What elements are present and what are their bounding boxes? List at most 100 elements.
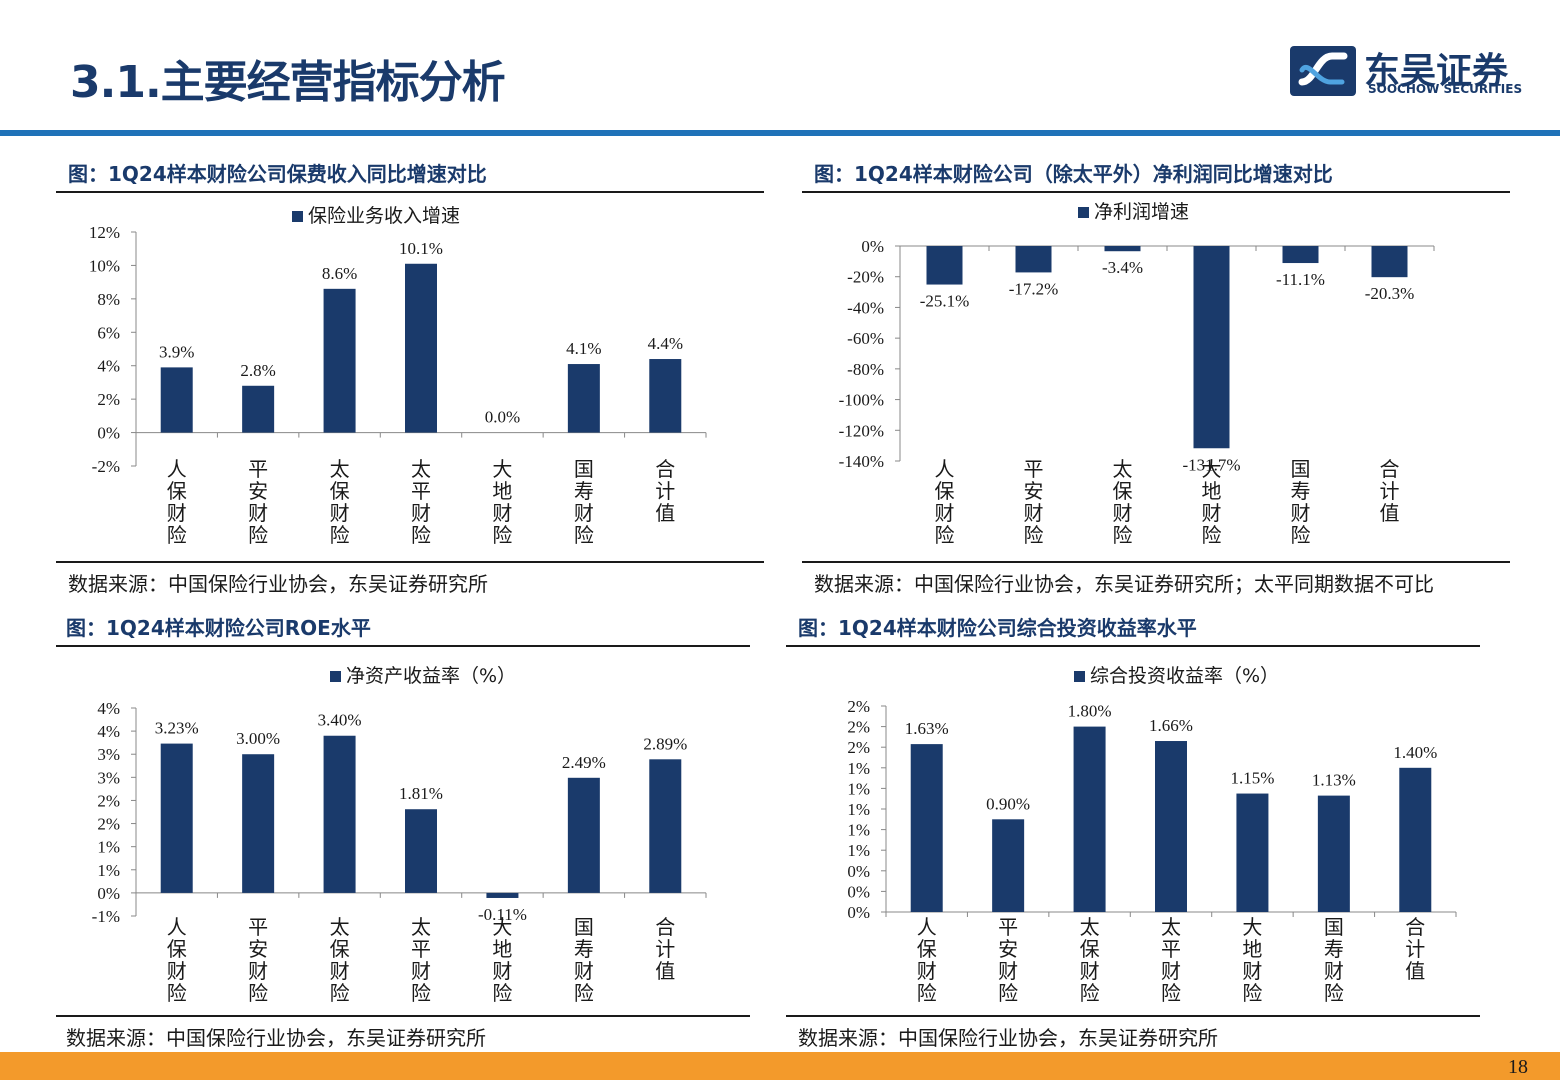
category-label: 太平财险 xyxy=(411,915,431,1005)
data-label: 10.1% xyxy=(399,239,443,258)
category-label: 人保财险 xyxy=(167,457,187,547)
y-tick-label: 2% xyxy=(847,738,870,757)
y-tick-label: -60% xyxy=(847,329,884,348)
chart-3-top-rule xyxy=(56,645,750,647)
logo-mark-icon xyxy=(1290,46,1356,96)
y-tick-label: -120% xyxy=(839,421,884,440)
y-tick-label: 12% xyxy=(89,223,120,242)
category-label: 大地财险 xyxy=(1242,915,1262,1005)
chart-1-source: 数据来源：中国保险行业协会，东吴证券研究所 xyxy=(68,572,488,596)
y-tick-label: -80% xyxy=(847,360,884,379)
y-tick-label: -40% xyxy=(847,298,884,317)
chart-1-premium-growth: 保险业务收入增速 12% 10% 8% 6% 4% 2% 0% -2% 3.9% 人保财险 2.8% 平… xyxy=(89,205,707,547)
chart-4-investment-yield: 综合投资收益率（%）2%2%2%1%1%1%1%1%0%0%0%1.63%人保财… xyxy=(847,665,1457,1005)
data-label: 3.40% xyxy=(318,711,362,730)
data-label: 2.89% xyxy=(643,734,687,753)
bar xyxy=(405,809,437,893)
legend-swatch xyxy=(292,211,303,222)
chart-2-bottom-rule xyxy=(802,561,1510,563)
chart-1-title: 图：1Q24样本财险公司保费收入同比增速对比 xyxy=(68,162,487,186)
logo-chinese-text: 东吴证券 xyxy=(1364,51,1509,92)
bar xyxy=(649,759,682,893)
data-label: 4.4% xyxy=(648,334,683,353)
y-tick-label: 2% xyxy=(97,390,120,409)
data-label: 1.13% xyxy=(1312,771,1356,790)
category-label: 太保财险 xyxy=(330,457,350,547)
data-label: 4.1% xyxy=(566,339,601,358)
category-label: 平安财险 xyxy=(998,915,1018,1005)
bar xyxy=(567,777,600,893)
chart-3-source: 数据来源：中国保险行业协会，东吴证券研究所 xyxy=(66,1026,486,1050)
legend-label: 保险业务收入增速 xyxy=(308,205,460,227)
page-number: 18 xyxy=(1508,1056,1528,1078)
legend-swatch xyxy=(1074,671,1085,682)
data-label: 1.81% xyxy=(399,784,443,803)
category-label: 合计值 xyxy=(1380,457,1400,525)
data-label: -11.1% xyxy=(1276,270,1325,289)
category-label: 大地财险 xyxy=(492,915,512,1005)
bar xyxy=(926,246,963,285)
chart-1-bottom-rule xyxy=(56,561,764,563)
chart-4-title: 图：1Q24样本财险公司综合投资收益率水平 xyxy=(798,616,1197,640)
y-tick-label: 10% xyxy=(89,256,120,275)
y-tick-label: -100% xyxy=(839,391,884,410)
y-tick-label: 0% xyxy=(847,862,870,881)
category-label: 太平财险 xyxy=(1161,915,1181,1005)
y-tick-label: 0% xyxy=(847,903,870,922)
y-tick-label: 0% xyxy=(847,882,870,901)
chart-3-roe: 净资产收益率（%） 4% 4% 3% 3% 2% 2% 1% 1% 0% -1% 3.23% 人保财险 3… xyxy=(92,665,707,1005)
data-label: 3.23% xyxy=(155,719,199,738)
category-label: 人保财险 xyxy=(935,457,955,547)
category-label: 人保财险 xyxy=(167,915,187,1005)
bar xyxy=(1317,795,1350,912)
y-tick-label: -2% xyxy=(92,457,120,476)
chart-2-top-rule xyxy=(802,191,1510,193)
data-label: 0.0% xyxy=(485,408,520,427)
data-label: -3.4% xyxy=(1102,258,1143,277)
category-label: 大地财险 xyxy=(492,457,512,547)
y-tick-label: 1% xyxy=(847,841,870,860)
y-tick-label: 1% xyxy=(847,779,870,798)
bar xyxy=(1282,246,1319,264)
bar xyxy=(242,754,275,893)
data-label: 8.6% xyxy=(322,264,357,283)
category-label: 太平财险 xyxy=(411,457,431,547)
bar xyxy=(160,743,193,893)
y-tick-label: 4% xyxy=(97,722,120,741)
category-label: 平安财险 xyxy=(1024,457,1044,547)
data-label: 2.49% xyxy=(562,753,606,772)
y-tick-label: 4% xyxy=(97,357,120,376)
brand-logo: 东吴证券 SOOCHOW SECURITIES xyxy=(1288,42,1538,98)
data-label: 0.90% xyxy=(986,794,1030,813)
chart-3-title: 图：1Q24样本财险公司ROE水平 xyxy=(66,616,371,640)
category-label: 合计值 xyxy=(655,915,675,983)
bar xyxy=(649,359,682,433)
category-label: 合计值 xyxy=(655,457,675,525)
y-tick-label: -1% xyxy=(92,907,120,926)
y-tick-label: 0% xyxy=(97,424,120,443)
category-label: 大地财险 xyxy=(1202,457,1222,547)
legend-label: 净资产收益率（%） xyxy=(346,665,516,687)
y-tick-label: 2% xyxy=(97,815,120,834)
bar xyxy=(1073,726,1106,912)
bar xyxy=(323,735,356,893)
bar xyxy=(1104,246,1141,252)
bar xyxy=(1155,741,1187,912)
chart-2-title: 图：1Q24样本财险公司（除太平外）净利润同比增速对比 xyxy=(814,162,1333,186)
chart-3-bottom-rule xyxy=(56,1015,750,1017)
bar xyxy=(1371,246,1408,278)
category-label: 太保财险 xyxy=(1113,457,1133,547)
category-label: 平安财险 xyxy=(248,915,268,1005)
bar xyxy=(160,367,193,433)
data-label: 1.80% xyxy=(1068,702,1112,721)
logo-english-text: SOOCHOW SECURITIES xyxy=(1368,82,1523,96)
legend-label: 综合投资收益率（%） xyxy=(1090,665,1279,687)
category-label: 国寿财险 xyxy=(1291,457,1311,547)
bar xyxy=(567,364,600,433)
bar xyxy=(1236,793,1269,912)
chart-4-top-rule xyxy=(786,645,1480,647)
category-label: 国寿财险 xyxy=(574,915,594,1005)
chart-2-net-profit-growth: 净利润增速 0% -20% -40% -60% -80% -100% -120% -140% -2… xyxy=(839,201,1435,547)
legend-swatch xyxy=(330,671,341,682)
legend-swatch xyxy=(1078,207,1089,218)
